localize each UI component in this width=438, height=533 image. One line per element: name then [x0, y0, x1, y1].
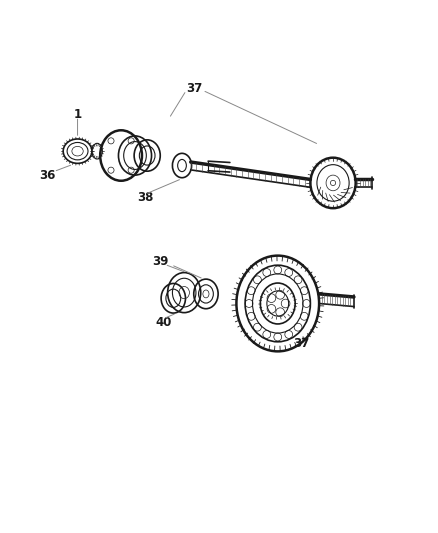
- Text: 39: 39: [152, 255, 169, 268]
- Text: 37: 37: [293, 337, 310, 351]
- Text: 36: 36: [39, 168, 55, 182]
- Text: 1: 1: [74, 108, 81, 120]
- Text: 38: 38: [137, 191, 153, 204]
- Text: 37: 37: [187, 82, 203, 94]
- Text: 40: 40: [155, 316, 172, 329]
